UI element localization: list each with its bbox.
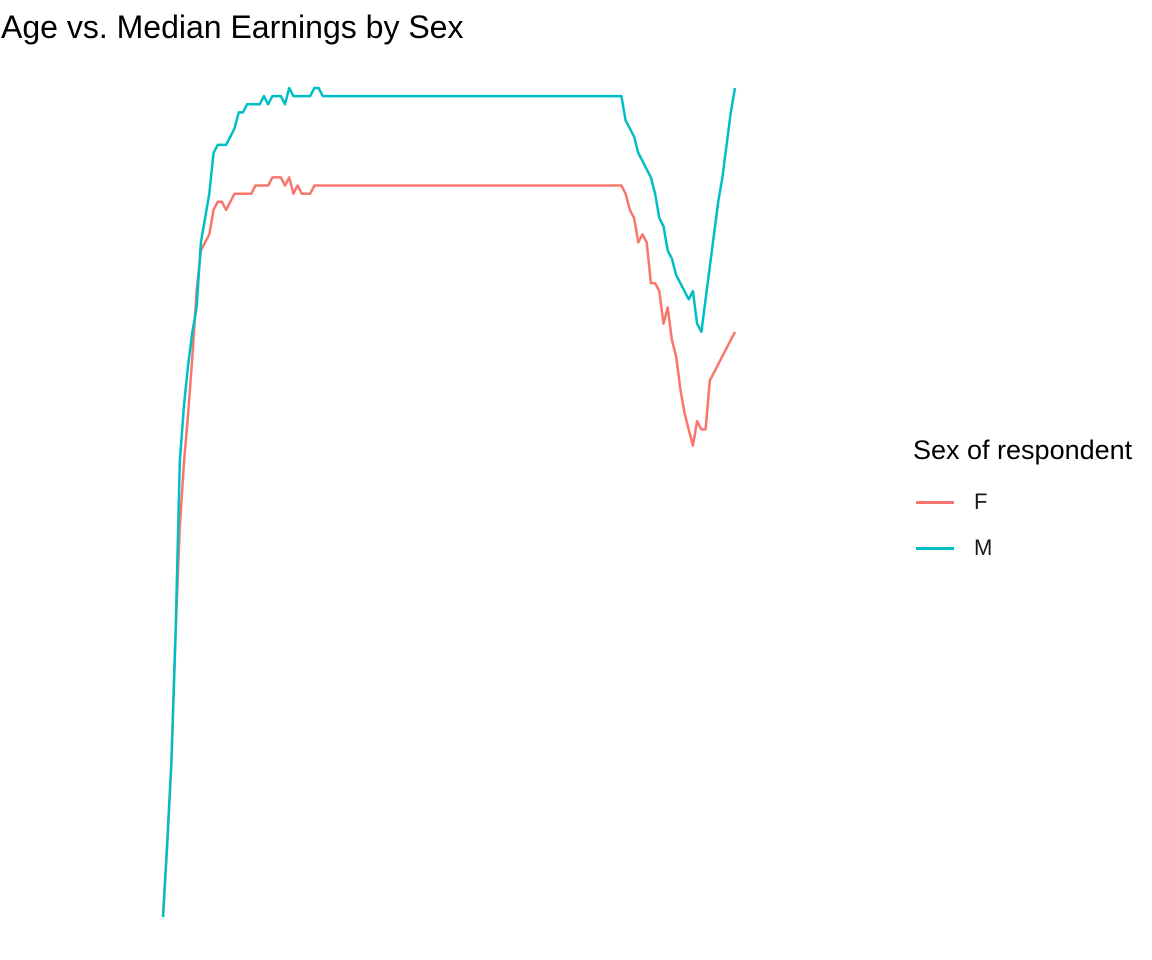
legend-title: Sex of respondent: [913, 435, 1133, 465]
legend-item-f: F: [916, 487, 987, 517]
series-line-m: [161, 86, 737, 918]
legend-label-m: M: [974, 535, 993, 560]
legend-item-m: M: [916, 533, 992, 563]
chart-title: Age vs. Median Earnings by Sex: [1, 9, 464, 45]
legend-swatch-m: [916, 546, 954, 550]
series-line-f: [161, 176, 737, 918]
legend-swatch-f: [916, 500, 954, 504]
legend-label-f: F: [974, 489, 988, 514]
